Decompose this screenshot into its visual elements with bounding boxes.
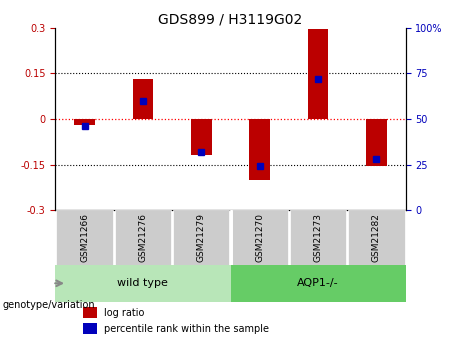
Bar	[230, 265, 406, 302]
Bar	[55, 265, 230, 302]
Text: GSM21282: GSM21282	[372, 213, 381, 262]
Text: percentile rank within the sample: percentile rank within the sample	[104, 324, 269, 334]
Text: genotype/variation: genotype/variation	[2, 300, 95, 310]
Text: GSM21276: GSM21276	[138, 213, 148, 262]
Bar	[249, 119, 270, 180]
Bar	[74, 119, 95, 125]
Text: log ratio: log ratio	[104, 307, 145, 317]
Bar	[173, 210, 229, 265]
Bar	[191, 119, 212, 156]
Text: GSM21266: GSM21266	[80, 213, 89, 262]
Text: GSM21273: GSM21273	[313, 213, 323, 262]
Bar	[349, 210, 404, 265]
Bar	[232, 210, 288, 265]
Text: GSM21279: GSM21279	[197, 213, 206, 262]
Bar	[133, 79, 153, 119]
Bar	[57, 210, 112, 265]
Bar	[115, 210, 171, 265]
Bar	[366, 119, 387, 166]
Bar	[83, 307, 97, 318]
Text: AQP1-/-: AQP1-/-	[297, 278, 339, 288]
Title: GDS899 / H3119G02: GDS899 / H3119G02	[159, 12, 302, 27]
Bar	[308, 29, 328, 119]
Bar	[83, 324, 97, 334]
Text: wild type: wild type	[118, 278, 168, 288]
Text: GSM21270: GSM21270	[255, 213, 264, 262]
Bar	[290, 210, 346, 265]
